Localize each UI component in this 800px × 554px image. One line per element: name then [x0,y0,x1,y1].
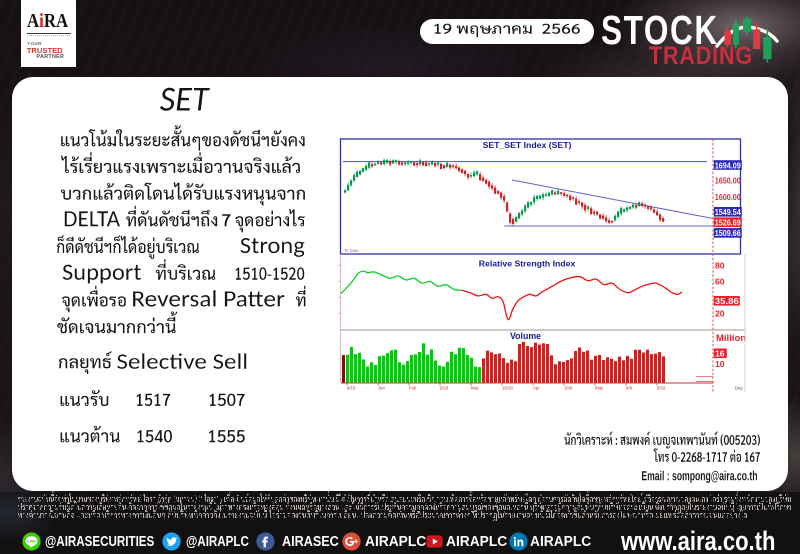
svg-text:Volume: Volume [510,331,541,341]
svg-text:10: 10 [715,359,725,369]
svg-text:Jan: Jan [378,386,386,391]
svg-text:1650.00: 1650.00 [715,176,741,186]
svg-text:Apr: Apr [533,386,540,391]
svg-text:May: May [595,386,604,391]
svg-text:1526.69: 1526.69 [715,218,741,228]
svg-text:80: 80 [715,261,725,271]
svg-text:1600.00: 1600.00 [715,192,741,202]
svg-text:Day: Day [735,386,743,391]
svg-text:1694.09: 1694.09 [715,160,741,170]
svg-text:16/18: 16/18 [502,386,513,391]
svg-text:Mar: Mar [471,386,479,391]
svg-text:Relative Strength Index: Relative Strength Index [479,259,576,269]
svg-text:16/8: 16/8 [564,386,573,391]
svg-text:9/16: 9/16 [347,386,356,391]
svg-text:Feb: Feb [409,386,417,391]
svg-text:Million: Million [716,333,746,344]
svg-text:LINE: LINE [27,539,36,543]
svg-text:20: 20 [715,309,725,319]
svg-text:9/16: 9/16 [657,386,666,391]
svg-text:16: 16 [715,348,725,358]
svg-text:9/8: 9/8 [626,386,633,391]
svg-text:SET_SET Index (SET): SET_SET Index (SET) [483,140,572,150]
svg-text:To Data: To Data [344,248,359,253]
svg-text:60: 60 [715,277,725,287]
svg-text:9/18: 9/18 [440,386,449,391]
svg-text:35.86: 35.86 [715,296,739,306]
svg-text:1509.66: 1509.66 [715,228,741,238]
svg-text:1549.54: 1549.54 [715,207,741,217]
